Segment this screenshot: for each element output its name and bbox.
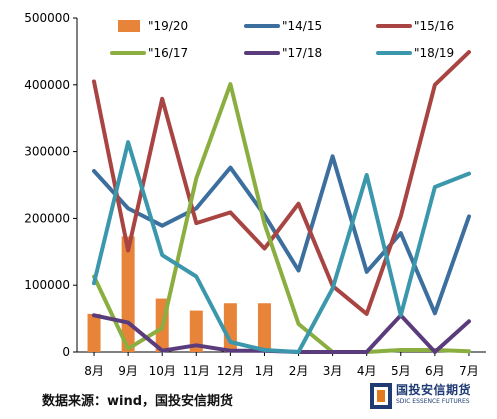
- x-tick-label: 8月: [84, 364, 104, 378]
- y-tick-label: 200000: [24, 211, 70, 225]
- series-line: [92, 154, 471, 316]
- x-tick-label: 3月: [323, 364, 343, 378]
- legend-label: "14/15: [282, 19, 322, 33]
- line-series: [92, 50, 471, 354]
- x-tick-label: 12月: [217, 364, 244, 378]
- x-tick-label: 10月: [149, 364, 176, 378]
- bar: [189, 310, 203, 352]
- bar: [87, 313, 101, 352]
- series-line: [92, 50, 471, 316]
- y-tick-label: 500000: [24, 11, 70, 25]
- logo-subtext: SDIC ESSENCE FUTURES: [396, 398, 470, 405]
- y-tick-label: 300000: [24, 145, 70, 159]
- legend-label: "17/18: [282, 46, 322, 60]
- data-source-note: 数据来源：wind，国投安信期货: [42, 394, 234, 409]
- logo-text: 国投安信期货: [396, 383, 472, 397]
- x-tick-label: 11月: [183, 364, 210, 378]
- legend-label: "18/19: [414, 46, 454, 60]
- x-tick-label: 1月: [255, 364, 275, 378]
- x-tick-label: 6月: [425, 364, 445, 378]
- legend-label: "19/20: [148, 19, 188, 33]
- legend: "19/20 "14/15 "15/16 "16/17 "17/18 "18/19: [110, 19, 454, 60]
- series-line: [92, 140, 471, 354]
- x-tick-label: 2月: [289, 364, 309, 378]
- y-tick-label: 100000: [24, 278, 70, 292]
- legend-label: "15/16: [414, 19, 454, 33]
- x-tick-label: 9月: [118, 364, 138, 378]
- x-tick-label: 7月: [459, 364, 479, 378]
- x-tick-label: 5月: [391, 364, 411, 378]
- y-tick-label: 0: [62, 345, 70, 359]
- series-line: [92, 82, 471, 354]
- bar: [257, 303, 271, 352]
- brand-logo: 国投安信期货 SDIC ESSENCE FUTURES: [370, 381, 494, 413]
- legend-swatch: [118, 20, 140, 32]
- x-tick-label: 4月: [357, 364, 377, 378]
- legend-label: "16/17: [148, 46, 188, 60]
- y-tick-label: 400000: [24, 78, 70, 92]
- logo-icon: [370, 383, 392, 409]
